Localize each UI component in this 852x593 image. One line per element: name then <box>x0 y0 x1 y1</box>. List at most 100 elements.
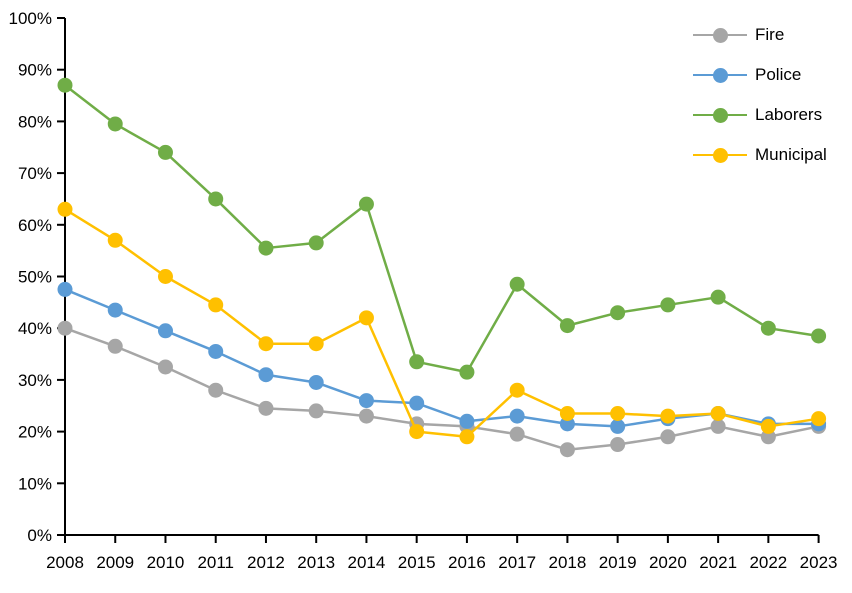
series-line <box>64 288 819 428</box>
x-tick-label: 2010 <box>147 553 185 572</box>
data-point <box>509 426 525 442</box>
data-point <box>308 403 324 419</box>
data-point <box>358 310 374 326</box>
y-tick-label: 50% <box>18 268 52 287</box>
data-point <box>660 408 676 424</box>
data-point <box>57 201 73 217</box>
x-tick-label: 2012 <box>247 553 285 572</box>
data-point <box>57 281 73 297</box>
data-point <box>610 406 626 422</box>
data-point <box>107 302 123 318</box>
x-tick-label: 2014 <box>348 553 386 572</box>
data-point <box>358 393 374 409</box>
y-tick-label: 90% <box>18 61 52 80</box>
data-point <box>710 289 726 305</box>
data-point <box>760 429 776 445</box>
municipal-series-swatch-icon <box>693 147 747 163</box>
series-municipal <box>57 201 827 445</box>
data-point <box>157 359 173 375</box>
x-tick-label: 2022 <box>749 553 787 572</box>
data-point <box>710 418 726 434</box>
x-tick-label: 2019 <box>599 553 637 572</box>
data-point <box>559 442 575 458</box>
x-tick-label: 2020 <box>649 553 687 572</box>
y-tick-label: 40% <box>18 319 52 338</box>
y-tick-label: 10% <box>18 474 52 493</box>
legend-item-fire: Fire <box>693 15 827 55</box>
data-point <box>559 318 575 334</box>
data-point <box>258 336 274 352</box>
data-point <box>559 406 575 422</box>
data-point <box>760 320 776 336</box>
x-tick-label: 2008 <box>46 553 84 572</box>
data-point <box>459 429 475 445</box>
data-point <box>308 374 324 390</box>
data-point <box>459 413 475 429</box>
data-point <box>409 354 425 370</box>
data-point <box>258 367 274 383</box>
data-point <box>157 269 173 284</box>
series-line <box>64 327 819 451</box>
data-point <box>107 116 123 132</box>
y-tick-label: 0% <box>27 526 52 545</box>
data-point <box>208 382 224 398</box>
data-point <box>57 77 73 93</box>
x-tick-label: 2011 <box>197 553 234 572</box>
series-line <box>64 208 819 439</box>
data-point <box>610 305 626 321</box>
data-point <box>660 429 676 445</box>
series-line <box>64 84 819 374</box>
data-point <box>258 400 274 416</box>
data-point <box>509 408 525 424</box>
legend-label-municipal: Municipal <box>755 145 827 164</box>
data-point <box>409 424 425 440</box>
data-point <box>509 382 525 398</box>
data-point <box>308 336 324 352</box>
x-tick-label: 2021 <box>699 553 737 572</box>
x-tick-label: 2023 <box>800 553 838 572</box>
data-point <box>57 320 73 336</box>
data-point <box>409 395 425 411</box>
y-tick-label: 20% <box>18 423 52 442</box>
y-tick-label: 60% <box>18 216 52 235</box>
data-point <box>760 418 776 434</box>
y-tick-label: 80% <box>18 112 52 131</box>
x-tick-label: 2009 <box>96 553 134 572</box>
y-tick-label: 100% <box>9 9 52 28</box>
legend-item-police: Police <box>693 55 827 95</box>
data-point <box>710 406 726 422</box>
data-point <box>208 297 224 313</box>
data-point <box>509 276 525 292</box>
data-point <box>811 411 827 427</box>
y-tick-label: 70% <box>18 164 52 183</box>
legend-item-laborers: Laborers <box>693 95 827 135</box>
x-tick-label: 2017 <box>498 553 536 572</box>
data-point <box>811 328 827 344</box>
data-point <box>459 364 475 380</box>
series-police <box>57 281 827 434</box>
data-point <box>107 232 123 248</box>
legend-label-fire: Fire <box>755 25 785 44</box>
data-point <box>208 343 224 359</box>
laborers-series-swatch-icon <box>693 107 747 123</box>
x-tick-label: 2013 <box>297 553 335 572</box>
data-point <box>660 297 676 313</box>
chart-legend: Fire Police Laborers Municipal <box>693 15 827 175</box>
data-point <box>157 144 173 160</box>
legend-label-police: Police <box>755 65 802 84</box>
y-tick-label: 30% <box>18 371 52 390</box>
data-point <box>308 235 324 251</box>
x-tick-label: 2015 <box>398 553 436 572</box>
data-point <box>610 418 626 434</box>
data-point <box>358 196 374 212</box>
x-tick-label: 2016 <box>448 553 486 572</box>
data-point <box>358 408 374 424</box>
data-point <box>559 416 575 432</box>
data-point <box>258 240 274 256</box>
data-point <box>610 437 626 453</box>
legend-label-laborers: Laborers <box>755 105 823 124</box>
fire-series-swatch-icon <box>693 27 747 43</box>
data-point <box>157 323 173 339</box>
